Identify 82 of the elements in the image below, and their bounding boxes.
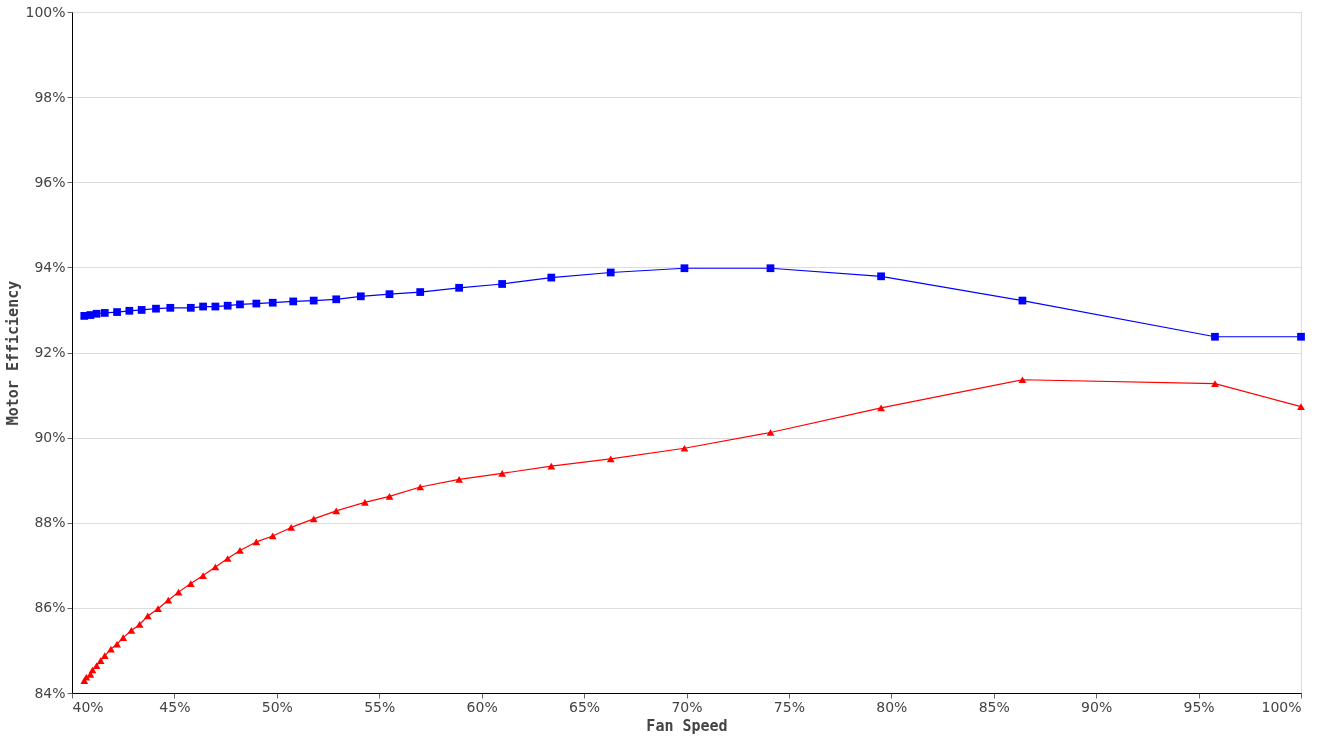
y-tick-label: 94% — [34, 258, 66, 275]
point — [1018, 376, 1027, 384]
point — [309, 515, 318, 523]
point — [498, 470, 507, 477]
point — [877, 272, 885, 281]
point — [1297, 332, 1305, 341]
point — [547, 273, 556, 282]
point — [680, 264, 689, 273]
x-tick-label: 100% — [1261, 698, 1302, 715]
point — [113, 308, 121, 316]
x-tick-label: 75% — [773, 698, 805, 715]
point — [223, 301, 232, 310]
point — [154, 605, 162, 613]
point — [137, 306, 146, 314]
point — [92, 309, 101, 318]
point — [332, 507, 341, 515]
point — [186, 303, 195, 312]
point — [766, 429, 775, 436]
x-tick-label: 95% — [1183, 698, 1215, 715]
point — [309, 296, 318, 305]
y-tick-label: 88% — [34, 514, 66, 531]
point — [1211, 332, 1219, 341]
x-tick-label: 40% — [72, 698, 104, 715]
y-axis-title: Motor Efficiency — [4, 280, 23, 426]
point — [385, 290, 394, 299]
x-tick-label: 55% — [364, 698, 396, 715]
point — [1297, 403, 1305, 410]
x-axis-title: Fan Speed — [646, 716, 728, 735]
point — [166, 303, 175, 312]
point — [164, 596, 173, 604]
point — [100, 309, 109, 317]
point — [268, 298, 277, 307]
x-tick-label: 50% — [261, 698, 293, 715]
point — [606, 268, 615, 277]
point — [125, 306, 134, 315]
point — [385, 493, 394, 500]
point — [606, 455, 615, 463]
point — [127, 627, 136, 634]
point — [287, 524, 296, 531]
point — [236, 300, 244, 309]
y-tick-label: 92% — [34, 344, 66, 360]
y-tick-label: 96% — [34, 173, 66, 190]
y-tick-label: 90% — [34, 429, 66, 446]
point — [119, 634, 128, 642]
point — [199, 572, 207, 579]
point — [1211, 380, 1219, 387]
point — [82, 673, 91, 681]
y-tick-label: 100% — [25, 3, 66, 20]
x-tick-label: 65% — [569, 698, 601, 715]
point — [92, 662, 101, 670]
x-tick-label: 70% — [671, 698, 703, 715]
point — [361, 498, 369, 506]
point — [416, 288, 425, 296]
point — [877, 404, 885, 412]
y-tick-label: 84% — [34, 684, 66, 701]
point — [152, 304, 160, 313]
y-tick-label: 86% — [34, 599, 66, 616]
point — [107, 645, 115, 653]
x-tick-label: 45% — [159, 698, 191, 715]
point — [199, 302, 207, 311]
point — [100, 652, 109, 659]
x-tick-label: 85% — [978, 698, 1010, 715]
point — [498, 280, 507, 288]
x-tick-label: 80% — [876, 698, 908, 715]
point — [135, 621, 144, 628]
x-tick-label: 90% — [1081, 698, 1113, 715]
point — [96, 657, 105, 665]
point — [289, 297, 298, 306]
point — [766, 264, 775, 273]
point — [268, 532, 277, 540]
point — [356, 292, 365, 301]
point — [186, 580, 195, 587]
point — [223, 555, 232, 562]
point — [252, 299, 261, 308]
y-tick-label: 98% — [34, 88, 66, 105]
point — [236, 547, 244, 554]
point — [455, 475, 464, 483]
point — [252, 538, 261, 546]
point — [680, 444, 689, 452]
point — [332, 295, 341, 304]
point — [455, 283, 464, 292]
x-tick-label: 60% — [466, 698, 498, 715]
